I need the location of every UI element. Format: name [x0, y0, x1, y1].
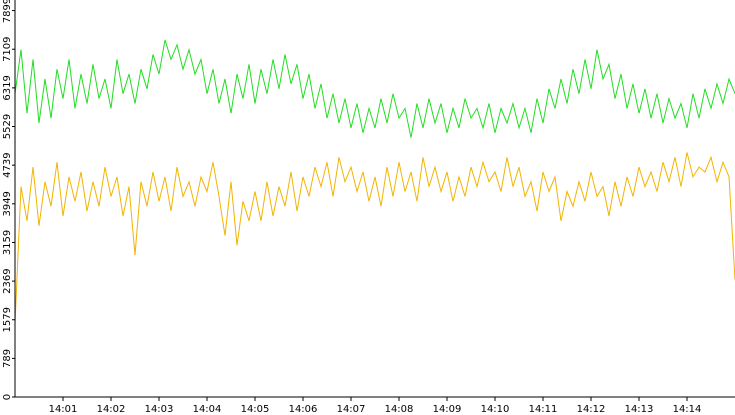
- x-tick-label: 14:02: [97, 404, 126, 415]
- y-tick-label: 789: [2, 349, 13, 368]
- x-tick-label: 14:13: [625, 404, 654, 415]
- x-tick-label: 14:09: [433, 404, 462, 415]
- x-tick-label: 14:03: [145, 404, 174, 415]
- x-tick-label: 14:10: [481, 404, 510, 415]
- y-tick-label: 2369: [2, 268, 13, 293]
- x-tick-label: 14:06: [289, 404, 318, 415]
- x-tick-label: 14:08: [385, 404, 414, 415]
- y-tick-label: 0: [2, 394, 13, 400]
- y-tick-label: 1579: [2, 307, 13, 332]
- y-tick-label: 3159: [2, 230, 13, 255]
- x-tick-label: 14:11: [529, 404, 558, 415]
- series-line: [14, 39, 735, 138]
- y-tick-label: 4739: [2, 152, 13, 177]
- y-tick-label: 7109: [2, 36, 13, 61]
- x-tick-label: 14:12: [577, 404, 606, 415]
- x-tick-label: 14:07: [337, 404, 366, 415]
- x-tick-label: 14:05: [241, 404, 270, 415]
- x-tick-label: 14:04: [193, 404, 222, 415]
- series-line: [14, 152, 735, 324]
- y-tick-label: 6319: [2, 75, 13, 100]
- x-tick-label: 14:01: [49, 404, 78, 415]
- y-tick-label: 3949: [2, 191, 13, 216]
- x-tick-label: 14:14: [673, 404, 702, 415]
- y-tick-label: 5529: [2, 114, 13, 139]
- y-tick-label: 7899: [2, 0, 13, 23]
